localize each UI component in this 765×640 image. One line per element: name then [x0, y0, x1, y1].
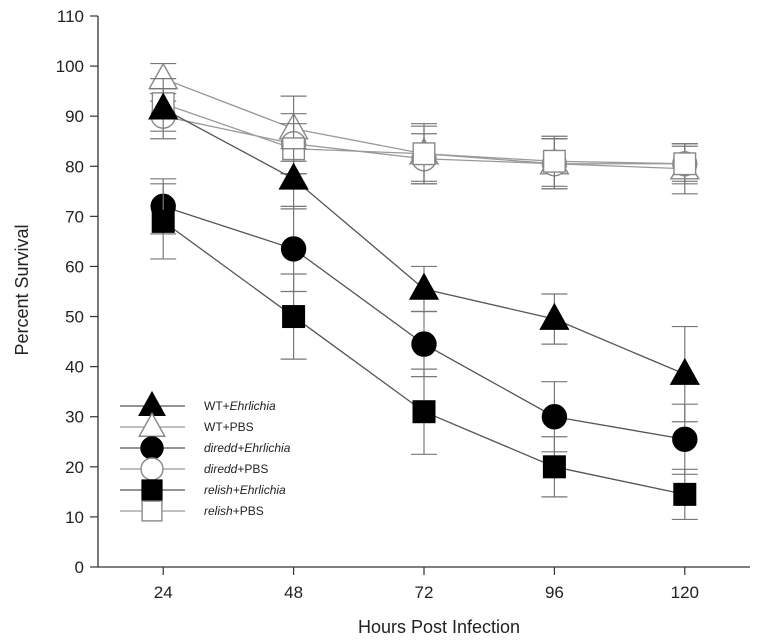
- y-tick-label: 60: [65, 257, 84, 276]
- y-tick-label: 40: [65, 358, 84, 377]
- data-point-relish-pbs: [544, 150, 566, 172]
- legend-marker-relish-ehrlichia: [142, 480, 162, 500]
- legend-marker-wt-pbs: [139, 413, 165, 436]
- legend-label-wt-ehrlichia: WT+Ehrlichia: [204, 399, 276, 413]
- legend-marker-wt-ehrlichia: [139, 392, 165, 415]
- legend: WT+Ehrlichia WT+PBS diredd+Ehrlichia diredd…: [120, 392, 291, 521]
- data-point-wt-ehrlichia: [671, 359, 699, 384]
- legend-label-relish-pbs: relish+PBS: [204, 504, 264, 518]
- legend-marker-relish-pbs: [142, 501, 162, 521]
- y-tick-label: 110: [57, 7, 84, 26]
- data-point-relish-ehrlichia: [152, 211, 174, 233]
- x-tick-label: 96: [545, 583, 564, 602]
- y-tick-label: 0: [75, 558, 84, 577]
- y-axis-label: Percent Survival: [12, 224, 32, 355]
- x-tick-label: 72: [415, 583, 434, 602]
- legend-marker-diredd-ehrlichia: [141, 437, 163, 459]
- data-point-diredd-ehrlichia: [542, 405, 566, 429]
- data-point-relish-pbs: [674, 153, 696, 175]
- data-point-wt-ehrlichia: [280, 164, 308, 189]
- legend-label-relish-ehrlichia: relish+Ehrlichia: [204, 483, 286, 497]
- data-point-relish-pbs: [413, 143, 435, 165]
- data-point-diredd-ehrlichia: [282, 237, 306, 261]
- legend-marker-diredd-pbs: [141, 458, 163, 480]
- x-tick-label: 48: [284, 583, 303, 602]
- y-tick-label: 10: [65, 508, 84, 527]
- x-axis-label: Hours Post Infection: [358, 617, 520, 637]
- data-point-relish-ehrlichia: [283, 306, 305, 328]
- legend-label-diredd-pbs: diredd+PBS: [204, 462, 268, 476]
- data-point-relish-ehrlichia: [544, 456, 566, 478]
- y-tick-label: 20: [65, 458, 84, 477]
- y-tick-label: 70: [65, 207, 84, 226]
- y-tick-label: 90: [65, 107, 84, 126]
- data-point-diredd-ehrlichia: [673, 427, 697, 451]
- legend-label-wt-pbs: WT+PBS: [204, 420, 254, 434]
- y-tick-label: 30: [65, 408, 84, 427]
- x-tick-label: 120: [671, 583, 699, 602]
- y-tick-label: 80: [65, 157, 84, 176]
- data-point-relish-ehrlichia: [674, 484, 696, 506]
- x-tick-label: 24: [154, 583, 173, 602]
- data-point-wt-ehrlichia: [410, 274, 438, 299]
- data-point-relish-ehrlichia: [413, 401, 435, 423]
- y-tick-label: 100: [56, 57, 84, 76]
- data-point-diredd-ehrlichia: [412, 332, 436, 356]
- legend-label-diredd-ehrlichia: diredd+Ehrlichia: [204, 441, 291, 455]
- y-tick-label: 50: [65, 308, 84, 327]
